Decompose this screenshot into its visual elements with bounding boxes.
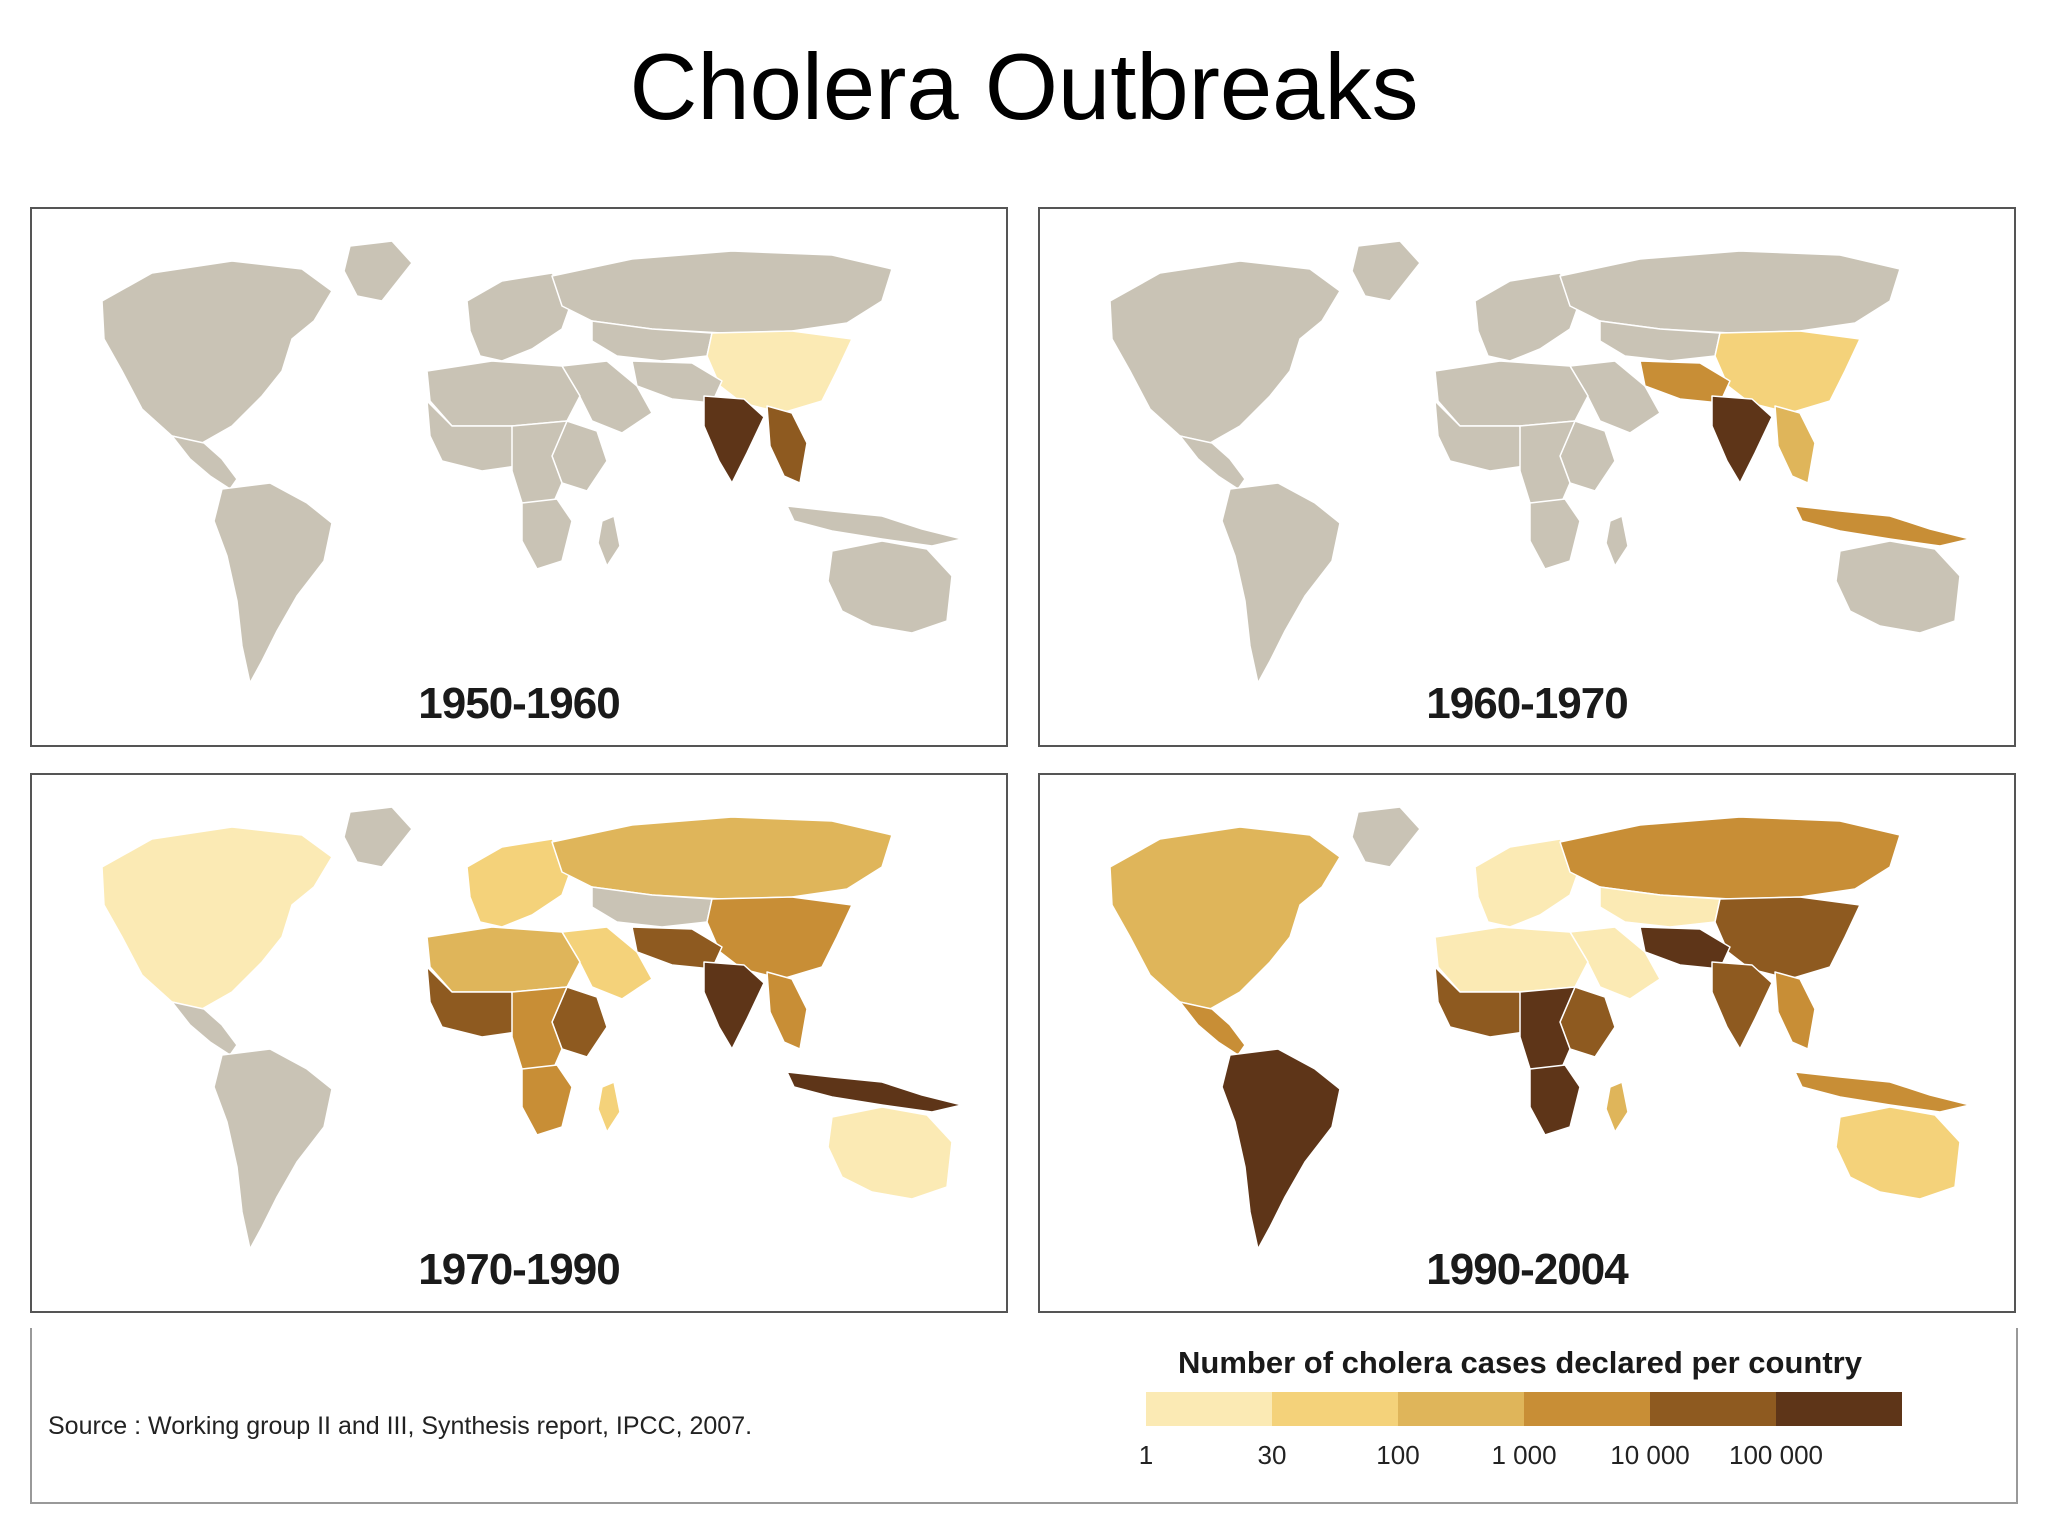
region-s-africa [1529,1064,1581,1136]
region-s-america [1221,1048,1341,1250]
legend-tick-label: 10 000 [1610,1440,1690,1470]
region-greenland [1351,240,1421,302]
legend-tick-label: 1 [1138,1440,1154,1470]
legend-tick-label: 100 [1376,1440,1420,1470]
region-russia [1559,250,1901,334]
region-n-africa [1434,360,1589,427]
region-indonesia [786,1071,963,1113]
region-se-asia [1774,405,1816,484]
region-s-africa [1529,498,1581,570]
legend-color-bar [1146,1392,1902,1426]
region-n-america [1109,826,1341,1010]
legend-tick-label: 1 000 [1491,1440,1557,1470]
region-c-america [171,435,238,490]
map-panel-1950-1960: 1950-1960 [30,207,1008,747]
region-indonesia [786,505,963,547]
region-s-africa [521,1064,573,1136]
region-s-america [1221,482,1341,684]
region-australia [827,1106,953,1200]
region-c-africa [1519,986,1576,1073]
region-china [706,330,853,414]
region-c-africa [511,420,568,507]
region-w-africa [1434,400,1526,472]
region-central-asia [591,320,713,362]
region-china [706,896,853,980]
period-label: 1950-1960 [418,679,620,728]
map-panel-1970-1990: 1970-1990 [30,773,1008,1313]
region-india [1711,961,1773,1050]
world-map [101,806,963,1250]
region-n-africa [426,926,581,993]
region-madagascar [597,1081,621,1133]
region-china [1714,330,1861,414]
legend-title: Number of cholera cases declared per cou… [1178,1345,1862,1380]
region-se-asia [766,405,808,484]
source-note: Source : Working group II and III, Synth… [48,1412,753,1440]
region-s-africa [521,498,573,570]
period-label: 1990-2004 [1426,1245,1628,1294]
region-c-africa [1519,420,1576,507]
legend-swatch-6 [1776,1392,1902,1426]
region-central-asia [1599,886,1721,928]
world-map [101,240,963,684]
region-europe [466,272,573,362]
region-europe [1474,838,1581,928]
region-w-africa [1434,966,1526,1038]
region-europe [1474,272,1581,362]
legend-tick-label: 30 [1257,1440,1287,1470]
page-title: Cholera Outbreaks [629,34,1419,139]
legend-swatch-4 [1524,1392,1650,1426]
region-madagascar [1605,515,1629,567]
region-n-africa [1434,926,1589,993]
world-map [1109,240,1971,684]
region-se-asia [1774,971,1816,1050]
legend-swatch-1 [1146,1392,1272,1426]
region-s-america [213,1048,333,1250]
region-w-africa [426,400,518,472]
region-w-africa [426,966,518,1038]
region-indonesia [1794,505,1971,547]
region-n-africa [426,360,581,427]
legend-swatch-2 [1272,1392,1398,1426]
world-map [1109,806,1971,1250]
region-greenland [343,240,413,302]
region-c-america [1179,1001,1246,1056]
region-china [1714,896,1861,980]
region-c-africa [511,986,568,1073]
region-madagascar [1605,1081,1629,1133]
period-label: 1970-1990 [418,1245,620,1294]
region-central-asia [591,886,713,928]
region-n-america [1109,260,1341,444]
legend-swatch-5 [1650,1392,1776,1426]
region-india [1711,395,1773,484]
region-india [703,395,765,484]
region-indonesia [1794,1071,1971,1113]
region-europe [466,838,573,928]
map-panel-1960-1970: 1960-1970 [1038,207,2016,747]
region-russia [551,250,893,334]
period-label: 1960-1970 [1426,679,1628,728]
region-n-america [101,260,333,444]
region-madagascar [597,515,621,567]
region-russia [551,816,893,900]
region-n-america [101,826,333,1010]
region-india [703,961,765,1050]
map-panel-1990-2004: 1990-2004 [1038,773,2016,1313]
region-greenland [343,806,413,868]
region-c-america [171,1001,238,1056]
region-russia [1559,816,1901,900]
region-australia [827,540,953,634]
region-c-america [1179,435,1246,490]
region-australia [1835,540,1961,634]
legend-tick-label: 100 000 [1729,1440,1823,1470]
region-greenland [1351,806,1421,868]
region-central-asia [1599,320,1721,362]
region-australia [1835,1106,1961,1200]
legend-swatch-3 [1398,1392,1524,1426]
region-s-america [213,482,333,684]
region-se-asia [766,971,808,1050]
